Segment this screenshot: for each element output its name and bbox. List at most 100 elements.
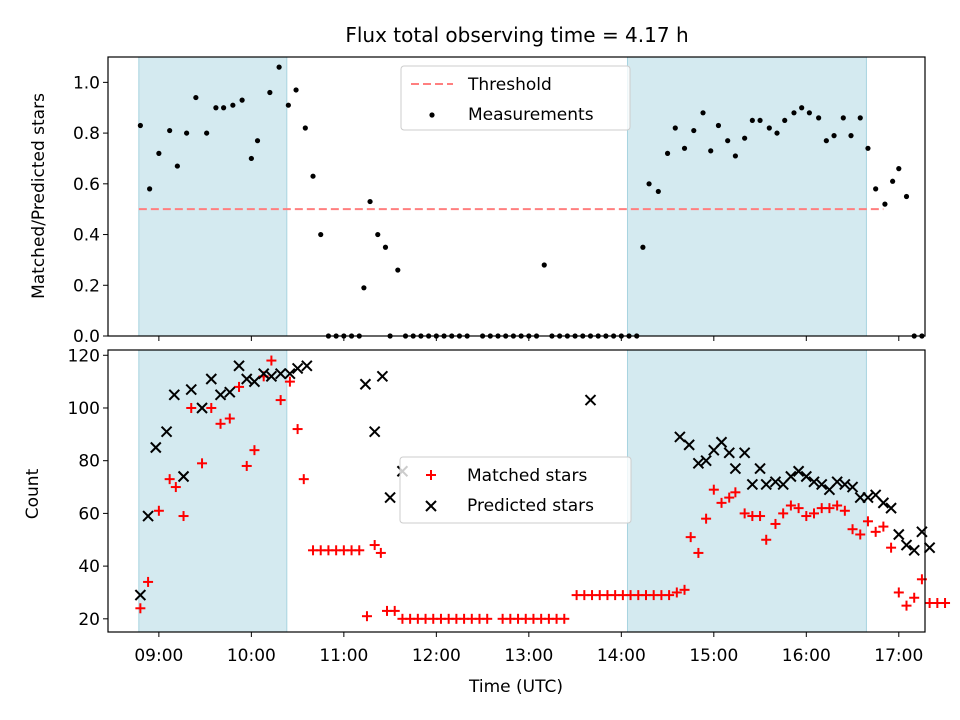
- measurement-point: [230, 102, 236, 108]
- legend-matched-label: Matched stars: [467, 466, 587, 486]
- predicted-star-point: [900, 539, 913, 551]
- legend-predicted-label: Predicted stars: [467, 496, 594, 516]
- measurement-point: [857, 115, 863, 121]
- bottom-axes-frame: [107, 349, 926, 633]
- measurement-point: [873, 186, 879, 192]
- bottom-legend-frame: [399, 456, 632, 524]
- bottom-legend: Matched stars Predicted stars: [399, 456, 632, 524]
- y-tick-label: 1.0: [73, 73, 100, 93]
- predicted-star-point: [196, 402, 208, 414]
- measurement-point: [766, 125, 772, 131]
- matched-star-point: [215, 418, 226, 429]
- measurement-point: [147, 186, 153, 192]
- predicted-star-point: [168, 389, 180, 401]
- measurement-point: [193, 94, 199, 101]
- shaded-interval: [626, 56, 867, 337]
- matched-star-point: [870, 526, 881, 537]
- predicted-star-point: [885, 502, 897, 514]
- predicted-star-point: [674, 431, 686, 443]
- matched-star-point: [241, 460, 252, 471]
- legend-predicted-swatch: [425, 500, 437, 512]
- matched-star-point: [708, 484, 719, 495]
- x-tick-label: 16:00: [782, 646, 831, 666]
- predicted-star-point: [808, 476, 820, 488]
- top-x-axis-ticks: [158, 336, 900, 341]
- predicted-star-point: [792, 465, 805, 477]
- measurement-point: [890, 178, 896, 184]
- matched-stars-points: [135, 355, 951, 624]
- matched-star-point: [730, 487, 741, 498]
- predicted-star-point: [729, 462, 742, 475]
- matched-star-point: [755, 511, 766, 522]
- measurement-point: [541, 262, 547, 268]
- matched-star-point: [878, 521, 889, 532]
- bottom-x-axis-ticks: 09:00 10:00 11:00 12:00 13:00 14:00 15:00 16:00…: [134, 632, 923, 666]
- matched-star-point: [855, 529, 866, 540]
- measurement-point: [757, 117, 763, 124]
- top-axes-frame: [107, 56, 926, 337]
- measurement-point: [700, 110, 706, 116]
- measurement-point: [791, 110, 797, 116]
- matched-star-point: [671, 587, 682, 598]
- predicted-star-point: [754, 462, 766, 475]
- matched-star-point: [909, 592, 920, 603]
- matched-star-point: [685, 532, 696, 543]
- measurement-point: [725, 138, 731, 144]
- top-panel: 0.0 0.2 0.4 0.6 0.8 1.0 Matched/Predicted sta…: [29, 56, 926, 347]
- predicted-star-point: [150, 441, 162, 454]
- measurement-point: [732, 153, 738, 159]
- matched-star-point: [778, 508, 789, 519]
- matched-star-point: [739, 508, 750, 519]
- measurement-point: [167, 127, 173, 134]
- measurement-point: [293, 87, 299, 93]
- matched-star-point: [793, 503, 804, 514]
- measurement-point: [655, 188, 661, 195]
- top-legend-frame: [400, 65, 631, 131]
- shaded-interval: [626, 349, 867, 633]
- matched-star-point: [824, 503, 835, 514]
- predicted-star-point: [265, 370, 278, 383]
- matched-star-point: [701, 513, 712, 524]
- predicted-star-point: [893, 528, 905, 541]
- matched-star-point: [197, 458, 208, 469]
- measurement-point: [742, 135, 748, 141]
- measurement-point: [254, 138, 261, 144]
- shaded-interval: [138, 349, 288, 633]
- matched-star-point: [234, 381, 245, 392]
- top-shaded-intervals: [138, 56, 867, 337]
- predicted-star-point: [683, 439, 695, 451]
- measurement-point: [708, 148, 714, 154]
- measurement-point: [382, 244, 389, 250]
- predicted-star-point: [877, 497, 890, 509]
- y-tick-label: 60: [78, 504, 100, 524]
- measurement-point: [204, 130, 210, 136]
- predicted-star-point: [760, 478, 772, 491]
- matched-star-point: [716, 497, 727, 508]
- measurement-point: [882, 201, 888, 207]
- predicted-star-point: [723, 447, 735, 459]
- predicted-star-point: [800, 470, 813, 483]
- matched-star-point: [275, 395, 286, 406]
- predicted-star-point: [284, 368, 296, 380]
- predicted-star-point: [923, 541, 936, 554]
- measurement-point: [799, 105, 805, 111]
- predicted-star-point: [700, 454, 712, 467]
- matched-star-point: [249, 445, 260, 456]
- x-tick-label: 15:00: [689, 646, 738, 666]
- matched-star-point: [839, 505, 850, 516]
- predicted-star-point: [785, 470, 797, 483]
- predicted-star-point: [257, 368, 270, 380]
- measurement-point: [640, 244, 646, 250]
- matched-star-point: [369, 540, 380, 551]
- matched-star-point: [354, 545, 365, 556]
- y-tick-label: 120: [68, 346, 100, 366]
- predicted-star-point: [862, 491, 874, 504]
- measurement-point: [137, 122, 143, 129]
- predicted-star-point: [359, 378, 372, 390]
- matched-star-point: [361, 611, 372, 622]
- measurement-point: [831, 133, 837, 139]
- matched-star-point: [224, 413, 235, 424]
- measurement-point: [681, 145, 688, 151]
- measurement-point: [691, 127, 697, 134]
- matched-star-point: [164, 474, 175, 485]
